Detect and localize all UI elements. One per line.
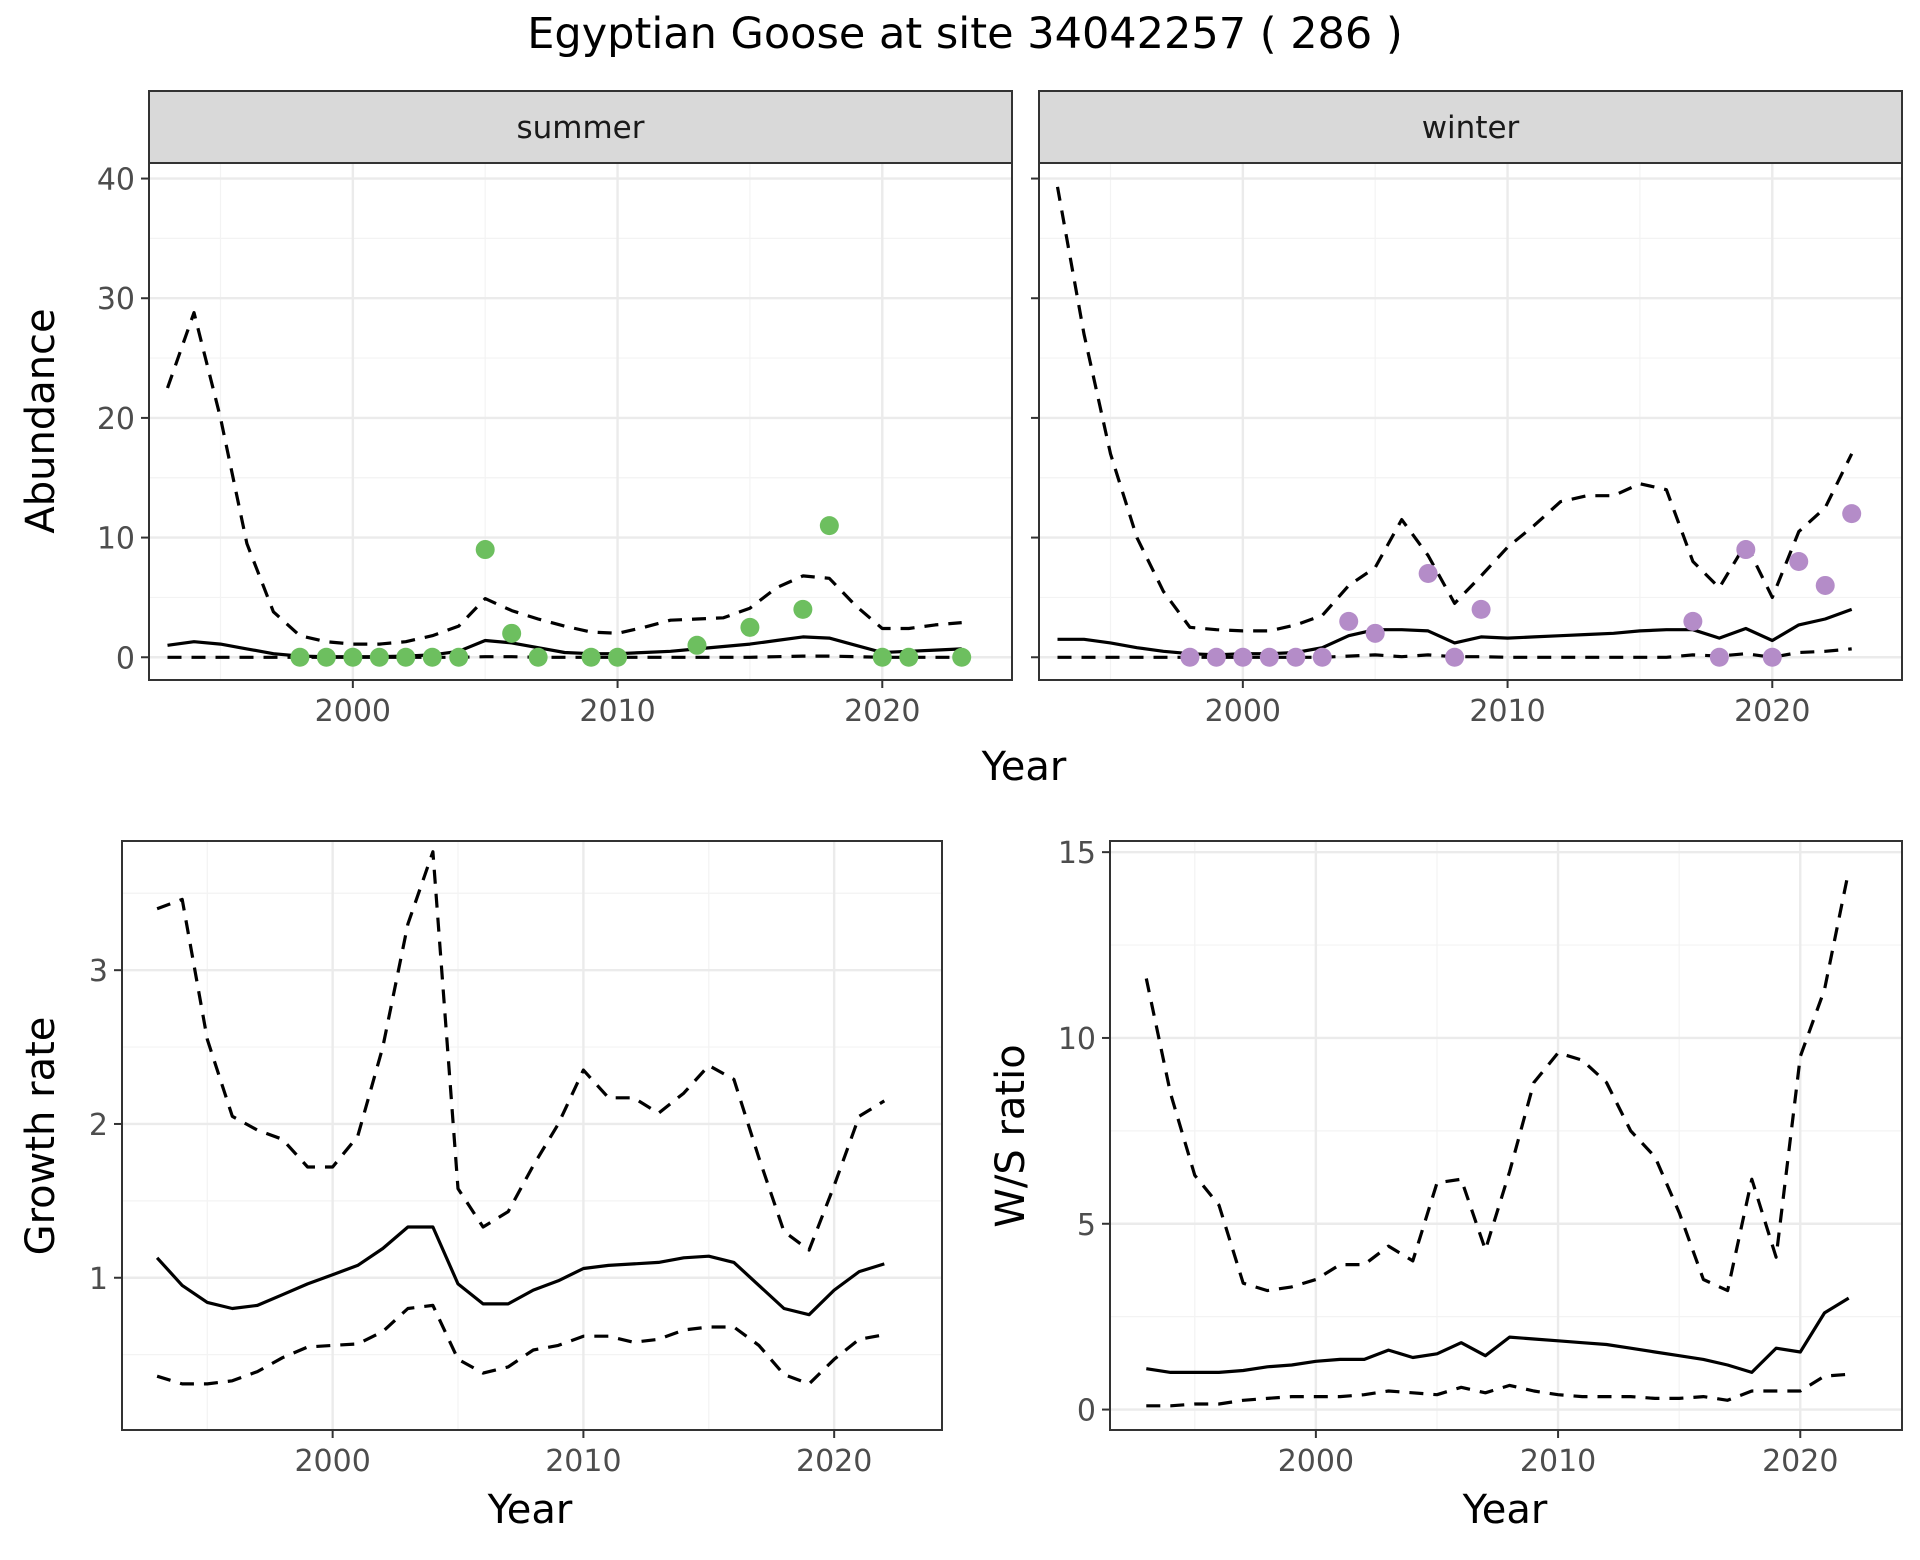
data-point xyxy=(899,647,919,667)
x-tick-label: 2020 xyxy=(844,694,920,729)
data-point xyxy=(819,516,839,536)
upper-bound-line xyxy=(165,311,962,646)
x-tick-label: 2010 xyxy=(1469,694,1545,729)
data-point xyxy=(1259,647,1279,667)
data-point xyxy=(528,647,548,667)
y-tick-label: 15 xyxy=(1058,836,1096,871)
y-axis-title: Abundance xyxy=(18,308,64,533)
median-line xyxy=(1146,1296,1850,1374)
data-point xyxy=(369,647,389,667)
data-point xyxy=(1206,647,1226,667)
data-point xyxy=(422,647,442,667)
x-axis-title: Year xyxy=(1462,1487,1548,1533)
data-point xyxy=(1471,599,1491,619)
data-point xyxy=(1683,611,1703,631)
data-point xyxy=(475,540,495,560)
panel-border xyxy=(1109,840,1903,1431)
x-tick-label: 2020 xyxy=(1762,1444,1838,1479)
y-tick-label: 2 xyxy=(89,1108,108,1143)
y-tick-label: 0 xyxy=(116,641,135,676)
x-tick-label: 2020 xyxy=(796,1444,872,1479)
y-tick-label: 5 xyxy=(1077,1208,1096,1243)
upper-bound-line xyxy=(1144,870,1851,1293)
x-axis-title: Year xyxy=(981,744,1067,790)
data-point xyxy=(316,647,336,667)
panel-ws-ratio: 2000 2010 2020 0 5 10 15 Year W/S ratio xyxy=(988,836,1903,1533)
y-tick-label: 10 xyxy=(97,522,135,557)
data-point xyxy=(1762,647,1782,667)
upper-bound-line xyxy=(1055,186,1854,633)
facet-strip xyxy=(1038,90,1903,164)
data-point xyxy=(872,647,892,667)
data-point xyxy=(290,647,310,667)
lower-bound-line xyxy=(156,1303,885,1386)
data-point xyxy=(581,647,601,667)
x-tick-label: 2000 xyxy=(315,694,391,729)
panel-abundance-summer: summer 2000 2010 2020 0 10 20 30 40 Year Abundance xyxy=(18,90,1067,790)
y-tick-label: 0 xyxy=(1077,1394,1096,1429)
facet-strip xyxy=(148,90,1013,164)
data-point xyxy=(1286,647,1306,667)
lower-bound-line xyxy=(1146,1372,1849,1408)
data-point xyxy=(1789,552,1809,572)
x-tick-label: 2010 xyxy=(579,694,655,729)
facet-label: winter xyxy=(1422,110,1520,146)
data-point xyxy=(1339,611,1359,631)
data-point xyxy=(1180,647,1200,667)
data-point xyxy=(740,617,760,637)
x-axis-title: Year xyxy=(487,1487,573,1533)
main-title: Egyptian Goose at site 34042257 ( 286 ) xyxy=(527,9,1402,59)
data-point xyxy=(1709,647,1729,667)
data-point xyxy=(1815,575,1835,595)
x-tick-label: 2000 xyxy=(1205,694,1281,729)
x-tick-label: 2000 xyxy=(294,1444,370,1479)
x-tick-label: 2000 xyxy=(1278,1444,1354,1479)
y-tick-label: 40 xyxy=(97,163,135,198)
y-tick-label: 10 xyxy=(1058,1022,1096,1057)
y-tick-label: 1 xyxy=(89,1262,108,1297)
data-point xyxy=(1418,563,1438,583)
data-point xyxy=(396,647,416,667)
data-point xyxy=(1842,504,1862,524)
data-point xyxy=(449,647,469,667)
y-axis-title: Growth rate xyxy=(18,1017,64,1256)
data-point xyxy=(1365,623,1385,643)
y-tick-label: 20 xyxy=(97,402,135,437)
data-point xyxy=(1312,647,1332,667)
panel-growth-rate: 2000 2010 2020 1 2 3 Year Growth rate xyxy=(18,840,943,1533)
x-tick-label: 2020 xyxy=(1734,694,1810,729)
data-point xyxy=(1233,647,1253,667)
y-axis-title: W/S ratio xyxy=(988,1044,1034,1227)
data-point xyxy=(502,623,522,643)
facet-label: summer xyxy=(516,110,644,146)
data-point xyxy=(687,635,707,655)
median-line xyxy=(155,1225,885,1317)
upper-bound-line xyxy=(156,850,886,1252)
y-tick-label: 3 xyxy=(89,954,108,989)
data-point xyxy=(1445,647,1465,667)
data-point xyxy=(343,647,363,667)
data-point xyxy=(608,647,628,667)
panel-border xyxy=(121,840,943,1431)
data-point xyxy=(952,647,972,667)
data-point xyxy=(793,599,813,619)
x-tick-label: 2010 xyxy=(1520,1444,1596,1479)
y-tick-label: 30 xyxy=(97,282,135,317)
x-tick-label: 2010 xyxy=(545,1444,621,1479)
median-line xyxy=(167,635,962,659)
panel-abundance-winter: winter 2000 2010 2020 xyxy=(1031,90,1903,729)
data-point xyxy=(1736,540,1756,560)
